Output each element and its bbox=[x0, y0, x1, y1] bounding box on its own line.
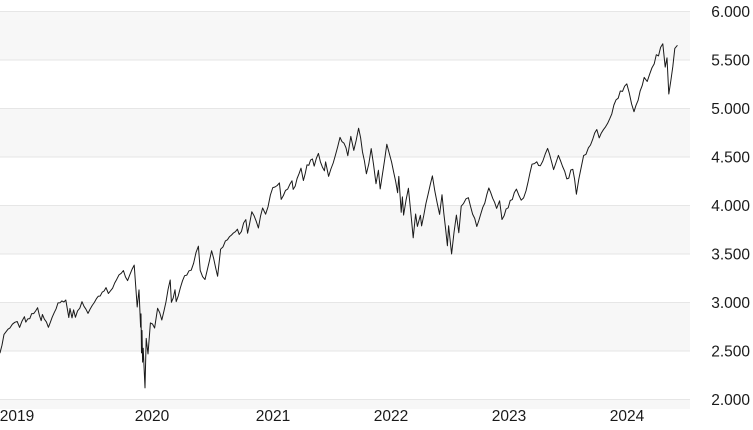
y-tick-label: 5.000 bbox=[711, 101, 750, 118]
y-tick-label: 4.500 bbox=[711, 150, 750, 167]
price-line[interactable] bbox=[0, 43, 678, 389]
y-axis-labels: 6.000 5.500 5.000 4.500 4.000 3.500 3.000 2.500… bbox=[711, 4, 750, 409]
plot-band bbox=[0, 11, 690, 60]
y-tick-label: 4.000 bbox=[711, 198, 750, 215]
x-tick-label: 2023 bbox=[492, 408, 526, 425]
x-axis-labels: 2019 2020 2021 2022 2023 2024 bbox=[0, 408, 645, 425]
horizontal-gridlines bbox=[0, 11, 690, 400]
y-tick-label: 5.500 bbox=[711, 53, 750, 70]
x-tick-label: 2022 bbox=[374, 408, 408, 425]
y-tick-label: 3.500 bbox=[711, 247, 750, 264]
plot-band bbox=[0, 302, 690, 351]
y-tick-label: 3.000 bbox=[711, 295, 750, 312]
plot-band bbox=[0, 399, 690, 409]
y-tick-label: 6.000 bbox=[711, 4, 750, 21]
x-tick-label: 2019 bbox=[0, 408, 34, 425]
y-tick-label: 2.000 bbox=[711, 392, 750, 409]
y-tick-label: 2.500 bbox=[711, 344, 750, 361]
x-tick-label: 2021 bbox=[256, 408, 290, 425]
background-bands bbox=[0, 11, 690, 409]
plot-band bbox=[0, 205, 690, 254]
price-series bbox=[0, 43, 678, 389]
x-tick-label: 2024 bbox=[610, 408, 645, 425]
x-tick-label: 2020 bbox=[135, 408, 170, 425]
plot-band bbox=[0, 108, 690, 157]
